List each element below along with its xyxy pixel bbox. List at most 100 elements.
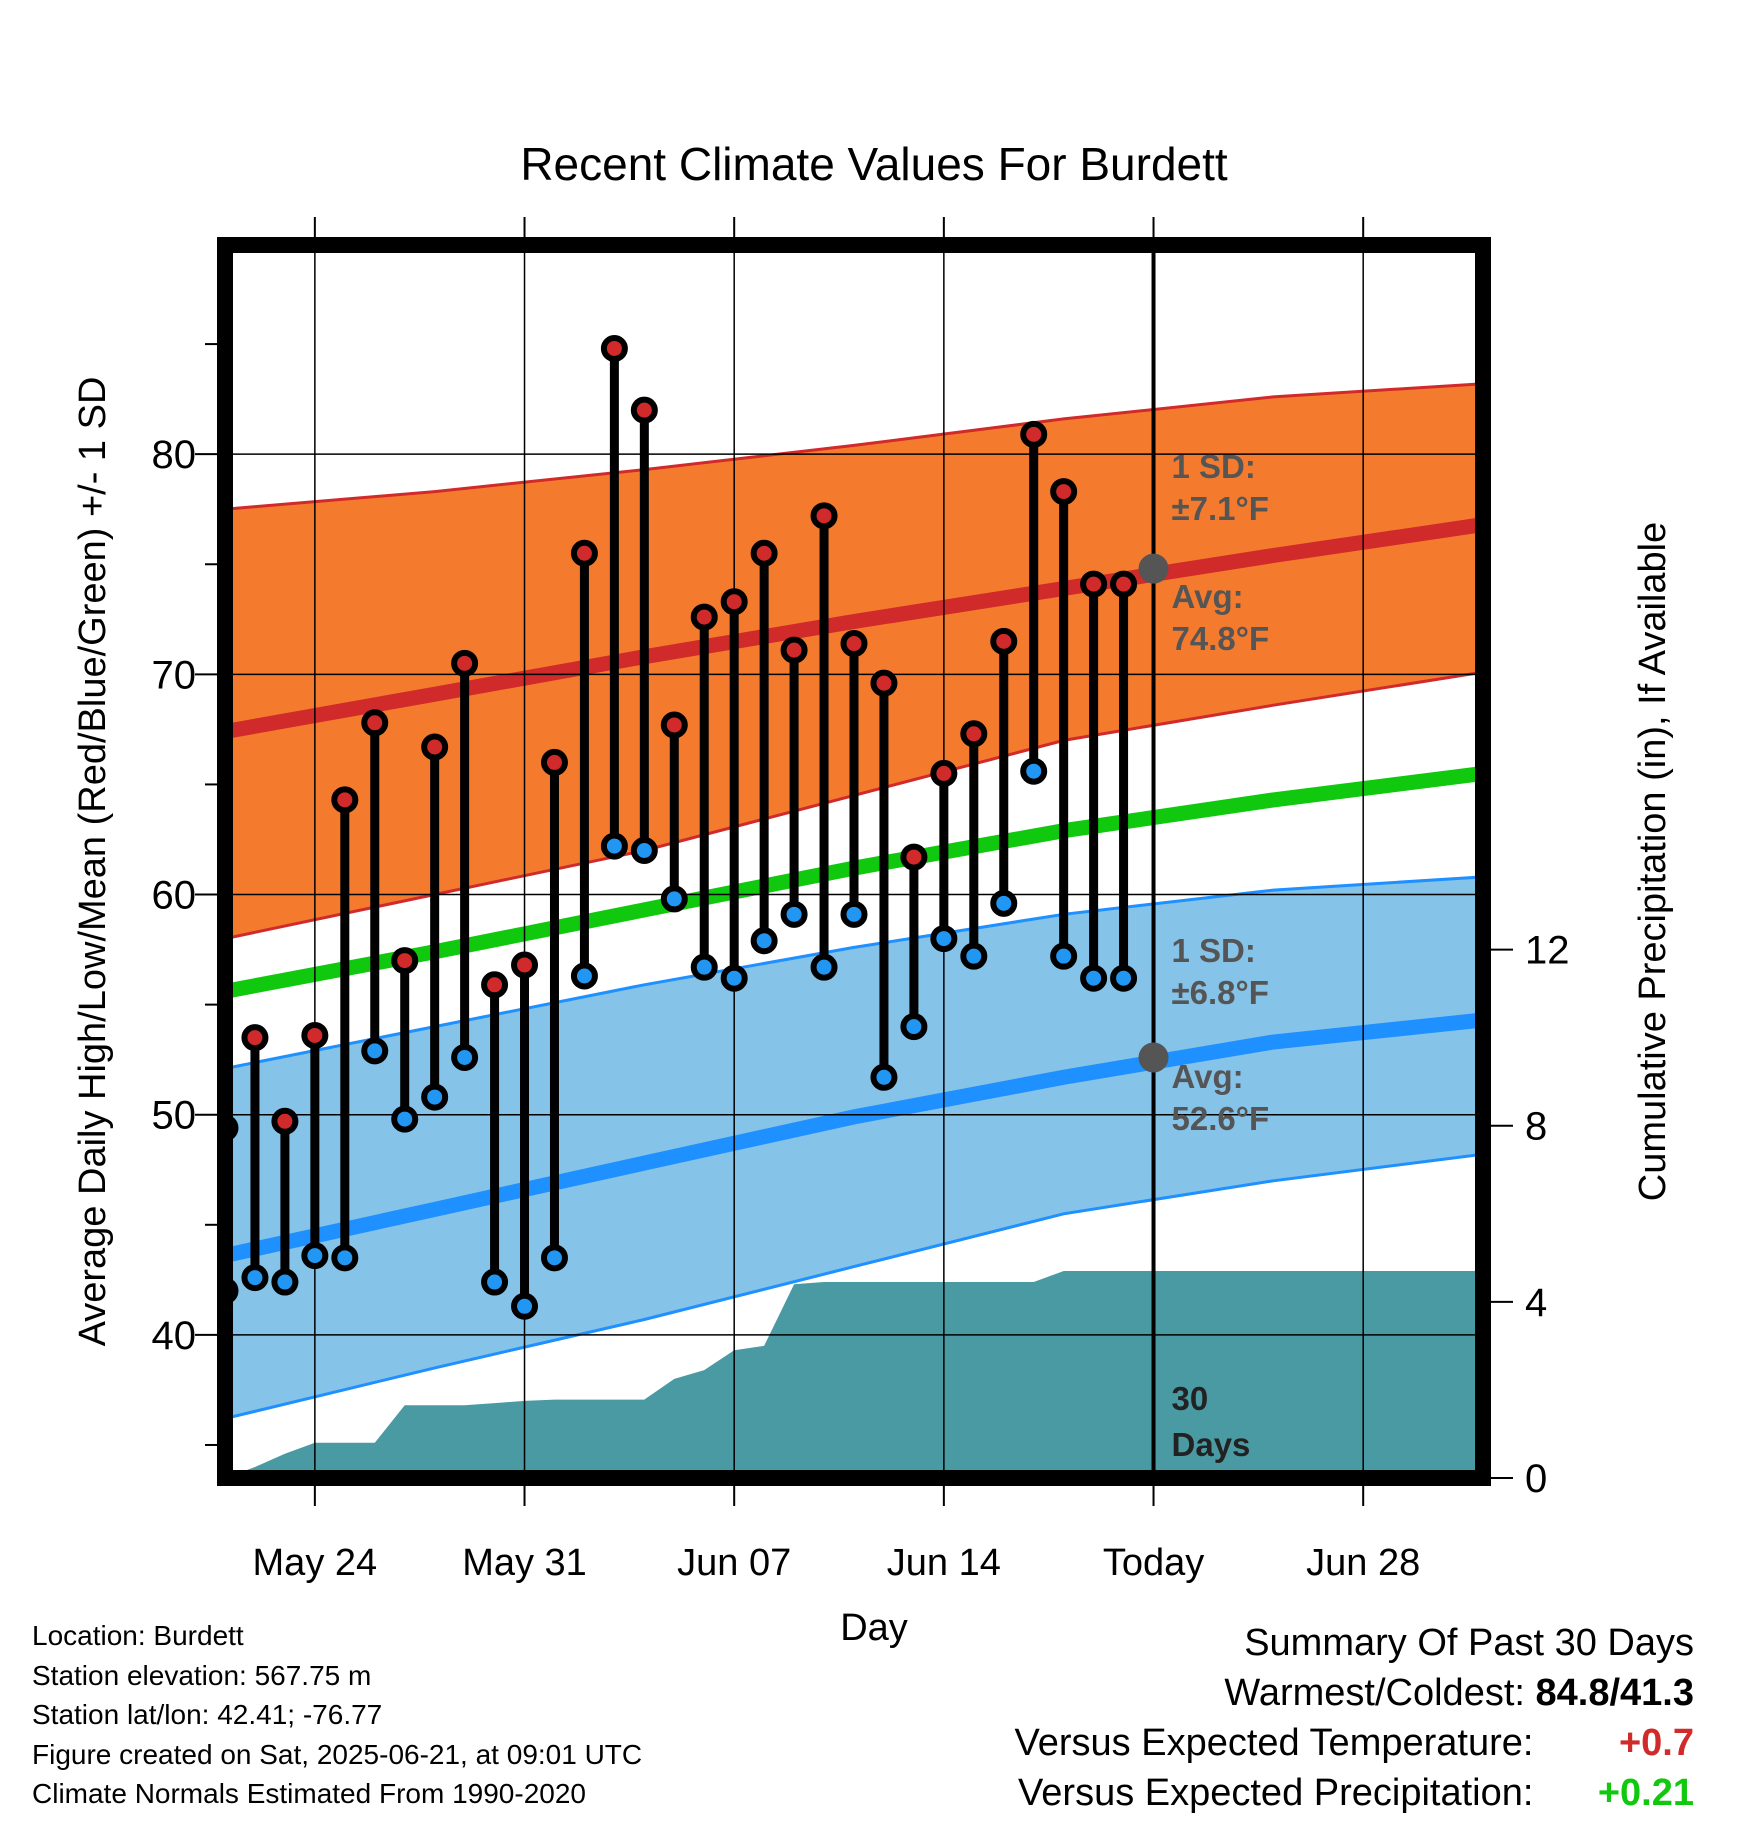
temp-departure-value: +0.7 (1618, 1722, 1694, 1764)
daily-low-point (391, 1105, 419, 1133)
summary-panel: Summary Of Past 30 Days Warmest/Coldest:… (1015, 1618, 1694, 1818)
created-text: Figure created on Sat, 2025-06-21, at 09… (32, 1738, 643, 1770)
daily-high-point (630, 396, 658, 424)
daily-high-point (301, 1021, 329, 1049)
daily-low-point (1110, 964, 1138, 992)
daily-low-point (750, 927, 778, 955)
daily-high-point (421, 733, 449, 761)
station-info: Location: Burdett Station elevation: 567… (32, 1616, 642, 1814)
high-avg-annotation-line1: Avg: (1172, 578, 1244, 615)
precip-area (225, 1271, 1483, 1478)
low-sd-annotation-line1: 1 SD: (1172, 932, 1256, 969)
daily-high-point (870, 669, 898, 697)
warmest-coldest-value: 84.8/41.3 (1535, 1672, 1694, 1714)
daily-high-point (451, 649, 479, 677)
plot-frame (217, 237, 1491, 1486)
latlon-text: Station lat/lon: 42.41; -76.77 (32, 1699, 383, 1730)
daily-high-point (391, 947, 419, 975)
temp-departure-row: Versus Expected Temperature: +0.7 (1015, 1718, 1694, 1768)
x-tick-label: Jun 07 (677, 1542, 791, 1584)
plot-inner: 1 SD: ±7.1°F Avg: 74.8°F 1 SD: ±6.8°F Avg: 52.6… (225, 245, 1483, 1478)
y2-tick-label: 0 (1525, 1457, 1547, 1501)
daily-high-point (900, 843, 928, 871)
daily-high-point (780, 636, 808, 664)
daily-low-point (960, 942, 988, 970)
daily-low-point (720, 964, 748, 992)
daily-high-point (540, 748, 568, 776)
daily-high-point (810, 502, 838, 530)
daily-low-point (540, 1244, 568, 1272)
low-sd-annotation-line2: ±6.8°F (1172, 974, 1269, 1011)
daily-high-point (271, 1107, 299, 1135)
daily-high-point (930, 759, 958, 787)
daily-low-point (301, 1242, 329, 1270)
daily-high-point (690, 603, 718, 631)
daily-high-point (511, 951, 539, 979)
low-avg-annotation-line2: 52.6°F (1172, 1100, 1270, 1137)
daily-high-point (241, 1024, 269, 1052)
normals-text: Climate Normals Estimated From 1990-2020 (32, 1778, 586, 1809)
daily-high-point (570, 539, 598, 567)
y-axis-label: Average Daily High/Low/Mean (Red/Blue/Gr… (72, 377, 114, 1347)
daily-low-point (780, 900, 808, 928)
daily-low-point (361, 1037, 389, 1065)
daily-low-point (271, 1268, 299, 1296)
high-sd-annotation-line1: 1 SD: (1172, 448, 1256, 485)
daily-low-point (870, 1063, 898, 1091)
daily-low-point (331, 1244, 359, 1272)
daily-high-point (1110, 570, 1138, 598)
daily-low-point (451, 1043, 479, 1071)
high-sd-upper-line (225, 382, 1483, 511)
daily-high-point (840, 630, 868, 658)
today-high-avg-marker (1138, 553, 1169, 584)
daily-high-point (990, 627, 1018, 655)
y-tick-label: 70 (152, 653, 197, 697)
daily-low-point (1020, 757, 1048, 785)
daily-low-point (630, 836, 658, 864)
daily-high-point (660, 711, 688, 739)
low-avg-annotation-line1: Avg: (1172, 1058, 1244, 1095)
y2-axis-label: Cumulative Precipitation (in), If Availa… (1632, 522, 1674, 1201)
days-annotation-line2: Days (1172, 1426, 1251, 1463)
x-axis-label: Day (840, 1607, 908, 1649)
location-text: Location: Burdett (32, 1620, 244, 1651)
daily-low-point (1080, 964, 1108, 992)
precip-departure-label: Versus Expected Precipitation: (1018, 1772, 1534, 1814)
y2-tick-label: 4 (1525, 1281, 1547, 1325)
daily-low-point (481, 1268, 509, 1296)
daily-high-point (1020, 420, 1048, 448)
today-low-avg-marker (1138, 1042, 1169, 1073)
daily-low-point (241, 1264, 269, 1292)
daily-high-point (1050, 478, 1078, 506)
elevation-text: Station elevation: 567.75 m (32, 1659, 372, 1691)
x-tick-label: May 31 (462, 1542, 587, 1584)
plot-area: 1 SD: ±7.1°F Avg: 74.8°F 1 SD: ±6.8°F Avg: 52.6… (152, 217, 1570, 1584)
daily-low-point (1050, 942, 1078, 970)
high-avg-annotation-line2: 74.8°F (1172, 620, 1270, 657)
low-sd-band (225, 876, 1483, 1419)
chart-title: Recent Climate Values For Burdett (520, 138, 1228, 190)
daily-low-point (930, 925, 958, 953)
y-tick-label: 50 (152, 1094, 197, 1138)
daily-high-point (361, 709, 389, 737)
high-sd-annotation-line2: ±7.1°F (1172, 490, 1269, 527)
daily-low-point (990, 889, 1018, 917)
daily-low-point (660, 885, 688, 913)
days-annotation-line1: 30 (1172, 1380, 1209, 1417)
y-tick-label: 60 (152, 874, 197, 918)
precip-departure-value: +0.21 (1597, 1772, 1694, 1814)
daily-low-point (600, 832, 628, 860)
daily-high-point (331, 786, 359, 814)
warmest-coldest-row: Warmest/Coldest: 84.8/41.3 (1015, 1668, 1694, 1718)
x-tick-label: Jun 28 (1306, 1542, 1420, 1584)
daily-high-point (1080, 570, 1108, 598)
warmest-coldest-label: Warmest/Coldest: (1224, 1672, 1525, 1714)
daily-low-point (421, 1083, 449, 1111)
x-tick-label: Today (1103, 1542, 1204, 1584)
summary-heading: Summary Of Past 30 Days (1244, 1622, 1694, 1664)
y-tick-label: 40 (152, 1314, 197, 1358)
daily-high-point (750, 539, 778, 567)
low-avg-line (225, 1012, 1483, 1263)
precip-departure-row: Versus Expected Precipitation: +0.21 (1015, 1768, 1694, 1818)
